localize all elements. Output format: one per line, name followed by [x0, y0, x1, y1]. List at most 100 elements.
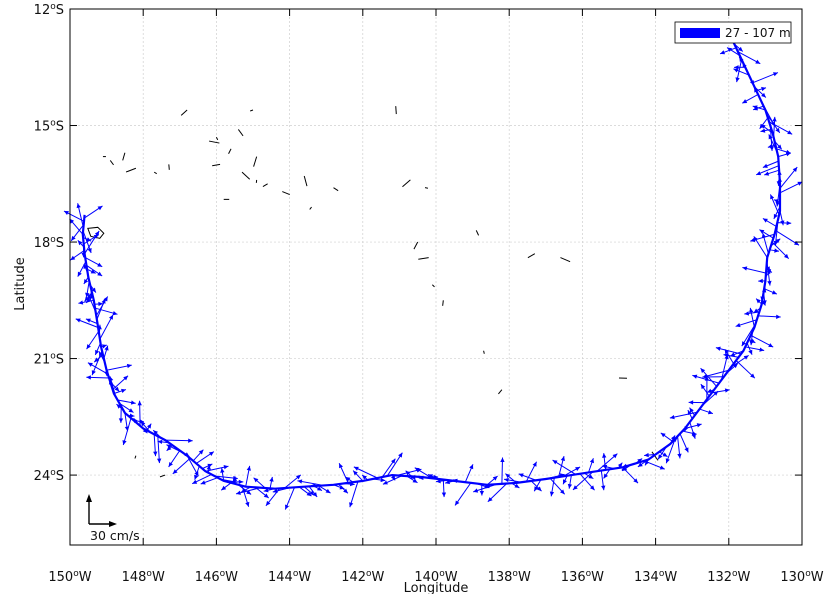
- x-tick-label: 130oW: [780, 569, 823, 585]
- scale-arrow-up-head: [86, 494, 92, 502]
- current-vector-head: [200, 480, 206, 485]
- current-vector-head: [637, 458, 643, 463]
- current-vector-head: [696, 423, 702, 428]
- current-vector-head: [741, 341, 746, 347]
- current-vector-head: [479, 490, 485, 496]
- current-vector-head: [766, 269, 771, 275]
- current-vector-head: [246, 489, 252, 495]
- current-vector-head: [93, 234, 99, 239]
- current-vector-head: [69, 218, 75, 224]
- current-vector-head: [735, 77, 740, 83]
- current-vector-head: [295, 474, 301, 480]
- current-vector-head: [761, 287, 767, 293]
- grid-lines: [70, 9, 802, 545]
- current-vector-head: [742, 99, 748, 104]
- current-vector-head: [700, 384, 706, 390]
- island: [527, 253, 536, 259]
- current-vector-head: [704, 376, 710, 381]
- current-vector-head: [104, 345, 109, 351]
- island: [134, 455, 137, 459]
- island: [180, 109, 188, 116]
- island: [424, 187, 429, 189]
- current-vector-head: [749, 80, 754, 86]
- current-vector-head: [130, 400, 136, 405]
- current-vector-head: [86, 298, 91, 303]
- current-vector: [752, 72, 779, 84]
- current-vector-head: [75, 318, 81, 323]
- current-vector-head: [601, 485, 606, 491]
- current-vector-head: [742, 62, 747, 68]
- x-tick-label: 144oW: [268, 569, 311, 585]
- x-tick-label: 146oW: [195, 569, 238, 585]
- current-vector-head: [761, 233, 767, 239]
- island: [442, 300, 444, 306]
- current-vector-head: [116, 404, 122, 409]
- current-vector-head: [756, 171, 762, 176]
- current-vector-head: [349, 502, 354, 508]
- current-vector-head: [602, 453, 607, 458]
- current-vector-head: [684, 426, 689, 432]
- current-vector-head: [128, 408, 134, 413]
- current-vector-head: [768, 343, 774, 348]
- current-vector-head: [343, 488, 348, 494]
- current-vector-head: [316, 486, 322, 491]
- current-vector-head: [121, 388, 126, 394]
- current-vector-head: [677, 453, 682, 459]
- current-vector-head: [617, 462, 623, 468]
- y-tick-label: 21oS: [34, 352, 64, 368]
- current-vector-head: [760, 124, 766, 129]
- current-vector-head: [688, 400, 694, 405]
- current-vector-head: [70, 255, 76, 261]
- current-vector-head: [773, 213, 778, 219]
- current-vector-head: [702, 374, 707, 380]
- current-vector-head: [87, 247, 92, 253]
- current-vector-head: [436, 478, 441, 484]
- current-vector-head: [775, 127, 780, 133]
- current-vector-head: [85, 318, 91, 323]
- current-vector-head: [129, 413, 135, 418]
- current-vector-head: [750, 373, 755, 379]
- current-vector-head: [76, 203, 81, 209]
- current-vector-head: [83, 263, 88, 269]
- current-vector-head: [724, 354, 729, 360]
- current-vector-head: [759, 347, 765, 352]
- current-vector-head: [265, 500, 271, 506]
- island-outlines: [87, 106, 659, 478]
- current-vector-head: [97, 205, 103, 211]
- current-vector-head: [85, 292, 90, 298]
- current-vector-head: [445, 479, 450, 485]
- current-vector-head: [724, 388, 730, 393]
- current-vector-head: [772, 72, 778, 77]
- current-vector-head: [339, 463, 344, 469]
- current-vector-head: [777, 144, 782, 150]
- current-vector-head: [774, 248, 779, 253]
- y-tick-label: 24oS: [34, 468, 64, 484]
- current-vector-head: [644, 452, 649, 458]
- current-vector-head: [707, 388, 713, 393]
- current-vector-head: [90, 269, 96, 274]
- current-vector-head: [157, 439, 163, 445]
- current-vector-head: [114, 386, 120, 392]
- island: [333, 187, 339, 192]
- current-vector-head: [567, 483, 573, 489]
- current-vector-head: [246, 465, 251, 471]
- current-vector-head: [761, 86, 767, 92]
- current-vector-head: [86, 375, 91, 380]
- current-vector-head: [739, 56, 744, 62]
- current-vector-head: [484, 484, 490, 489]
- current-vector-head: [753, 236, 759, 242]
- current-vector-head: [720, 50, 726, 55]
- current-vector-head: [744, 311, 750, 316]
- current-vector-head: [233, 475, 238, 481]
- island: [237, 129, 244, 137]
- island: [402, 179, 411, 188]
- current-vector-head: [724, 349, 729, 355]
- current-vector-head: [104, 371, 109, 377]
- x-tick-label: 148oW: [122, 569, 165, 585]
- current-vector-head: [794, 240, 799, 246]
- current-vector-head: [770, 194, 775, 200]
- current-vector-head: [86, 344, 91, 350]
- island: [208, 140, 220, 144]
- current-vector: [165, 439, 193, 442]
